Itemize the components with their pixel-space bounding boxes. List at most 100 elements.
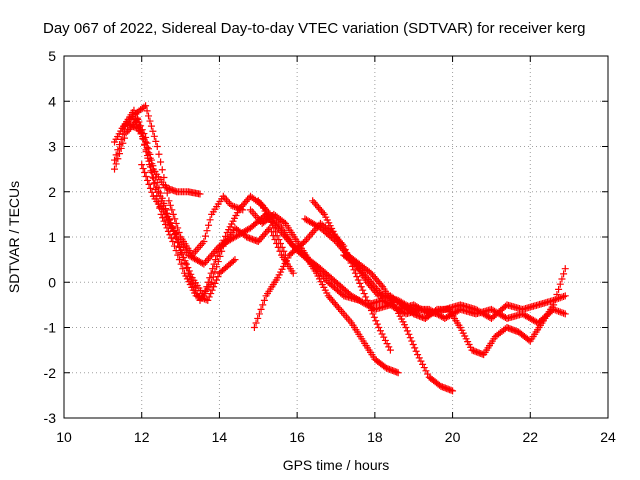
data-point: [146, 163, 154, 171]
data-point: [363, 296, 371, 304]
data-point: [218, 247, 226, 255]
data-point: [229, 202, 237, 210]
data-point: [231, 256, 239, 264]
data-point: [203, 227, 211, 235]
data-point: [553, 307, 561, 315]
data-point: [142, 172, 150, 180]
data-point: [252, 319, 260, 327]
data-point: [377, 281, 385, 289]
data-point: [555, 294, 563, 302]
data-point: [383, 340, 391, 348]
data-point: [558, 293, 566, 301]
data-point: [359, 286, 367, 294]
series-s4: [118, 106, 289, 300]
data-point: [174, 251, 182, 259]
data-point: [132, 110, 140, 118]
data-point: [376, 327, 384, 335]
data-point: [117, 144, 125, 152]
data-point: [432, 307, 440, 315]
data-point: [310, 227, 318, 235]
data-point: [560, 309, 568, 317]
series-s10: [309, 197, 457, 395]
data-point: [561, 310, 569, 318]
data-point: [334, 304, 342, 312]
data-point: [205, 293, 213, 301]
data-point: [306, 232, 314, 240]
data-point: [143, 107, 151, 115]
data-point: [114, 155, 122, 163]
data-point: [186, 273, 194, 281]
data-point: [208, 286, 216, 294]
data-point: [264, 209, 272, 217]
data-point: [111, 156, 119, 164]
data-point: [419, 360, 427, 368]
data-point: [179, 265, 187, 273]
data-point: [142, 146, 150, 154]
data-point: [175, 256, 183, 264]
y-tick-label: 4: [48, 93, 56, 109]
data-point: [149, 174, 157, 182]
data-point: [260, 296, 268, 304]
data-point: [146, 117, 154, 125]
x-tick-label: 16: [289, 429, 305, 445]
y-tick-label: -2: [44, 365, 57, 381]
y-axis-label: SDTVAR / TECUs: [6, 181, 22, 293]
data-point: [555, 307, 563, 315]
data-point: [409, 340, 417, 348]
data-point: [112, 160, 120, 168]
data-point: [369, 310, 377, 318]
data-point: [138, 129, 146, 137]
y-tick-label: 0: [48, 274, 56, 290]
data-point: [353, 273, 361, 281]
data-point: [179, 254, 187, 262]
data-point: [408, 337, 416, 345]
data-point: [381, 336, 389, 344]
data-points: [111, 102, 569, 395]
x-tick-label: 10: [56, 429, 72, 445]
data-point: [556, 308, 564, 316]
data-point: [207, 290, 215, 298]
data-point: [357, 283, 365, 291]
data-point: [139, 135, 147, 143]
data-point: [412, 347, 420, 355]
data-point: [558, 309, 566, 317]
x-tick-label: 22: [522, 429, 538, 445]
chart-title: Day 067 of 2022, Sidereal Day-to-day VTE…: [43, 20, 585, 37]
data-point: [205, 221, 213, 229]
data-point: [155, 150, 163, 158]
data-point: [403, 327, 411, 335]
data-point: [200, 238, 208, 246]
data-point: [254, 314, 262, 322]
data-point: [405, 330, 413, 338]
data-point: [211, 279, 219, 287]
data-point: [190, 283, 198, 291]
data-point: [192, 286, 200, 294]
y-tick-label: 2: [48, 184, 56, 200]
data-point: [213, 263, 221, 271]
data-point: [230, 203, 238, 211]
data-point: [319, 209, 327, 217]
y-tick-label: 5: [48, 48, 56, 64]
data-point: [367, 307, 375, 315]
data-point: [198, 259, 206, 267]
data-point: [144, 152, 152, 160]
data-point: [360, 290, 368, 298]
data-point: [207, 269, 215, 277]
data-point: [139, 165, 147, 173]
data-point: [422, 367, 430, 375]
data-point: [229, 257, 237, 265]
data-point: [133, 114, 141, 122]
data-point: [156, 192, 164, 200]
x-tick-label: 24: [600, 429, 616, 445]
data-point: [158, 166, 166, 174]
data-point: [556, 294, 564, 302]
x-tick-label: 14: [212, 429, 228, 445]
data-point: [209, 273, 217, 281]
data-point: [378, 330, 386, 338]
data-point: [365, 268, 373, 276]
data-point: [224, 198, 232, 206]
data-point: [394, 369, 402, 377]
data-point: [255, 310, 263, 318]
y-tick-label: 1: [48, 229, 56, 245]
